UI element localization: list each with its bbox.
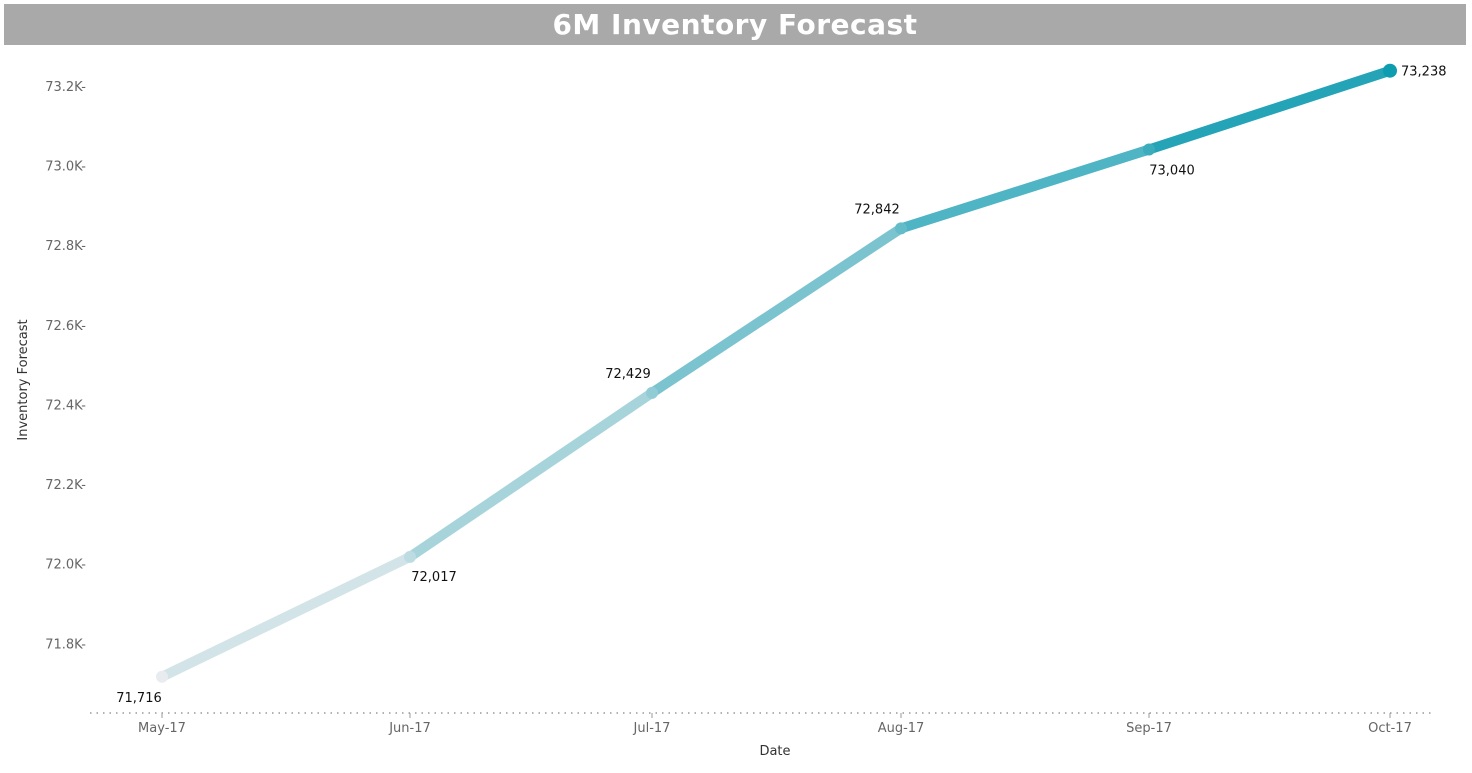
x-tick-label: May-17 <box>138 721 186 736</box>
y-axis-label: Inventory Forecast <box>16 319 31 440</box>
data-label: 73,238 <box>1401 65 1447 80</box>
y-tick-label: 72.0K- <box>45 558 86 573</box>
x-tick-label: Jun-17 <box>388 721 431 736</box>
y-axis: 71.8K- 72.0K- 72.2K- 72.4K- 72.6K- 72.8K- 73.0… <box>45 80 86 652</box>
chart-title: 6M Inventory Forecast <box>4 4 1466 45</box>
data-label: 71,716 <box>116 691 162 706</box>
line-segment <box>405 387 657 562</box>
data-labels: 71,716 72,017 72,429 72,842 73,040 73,238 <box>116 65 1446 706</box>
line-segment <box>896 144 1154 234</box>
x-axis-label: Date <box>759 744 790 759</box>
data-point[interactable] <box>404 550 416 563</box>
data-label: 72,017 <box>411 570 457 585</box>
line-segment <box>157 551 415 682</box>
y-tick-label: 73.0K- <box>45 159 86 174</box>
data-label: 72,842 <box>854 202 900 217</box>
line-segment <box>647 223 906 398</box>
data-label: 72,429 <box>605 367 651 382</box>
y-tick-label: 72.4K- <box>45 398 86 413</box>
data-point[interactable] <box>1143 143 1155 156</box>
y-tick-label: 71.8K- <box>45 637 86 652</box>
data-label: 73,040 <box>1149 164 1195 179</box>
x-tick-label: Aug-17 <box>878 721 925 736</box>
y-tick-label: 72.6K- <box>45 319 86 334</box>
line-segment <box>1144 65 1395 155</box>
y-tick-label: 73.2K- <box>45 80 86 95</box>
x-tick-label: Oct-17 <box>1368 721 1412 736</box>
x-tick-label: Jul-17 <box>633 721 671 736</box>
y-tick-label: 72.8K- <box>45 239 86 254</box>
y-tick-label: 72.2K- <box>45 478 86 493</box>
data-point[interactable] <box>646 386 658 399</box>
series-points <box>156 63 1397 683</box>
data-point[interactable] <box>895 222 907 235</box>
data-point[interactable] <box>156 670 168 683</box>
x-axis: May-17 Jun-17 Jul-17 Aug-17 Sep-17 Oct-17 <box>90 712 1435 736</box>
series-line <box>157 65 1395 682</box>
data-point[interactable] <box>1383 63 1397 78</box>
x-tick-label: Sep-17 <box>1126 721 1172 736</box>
